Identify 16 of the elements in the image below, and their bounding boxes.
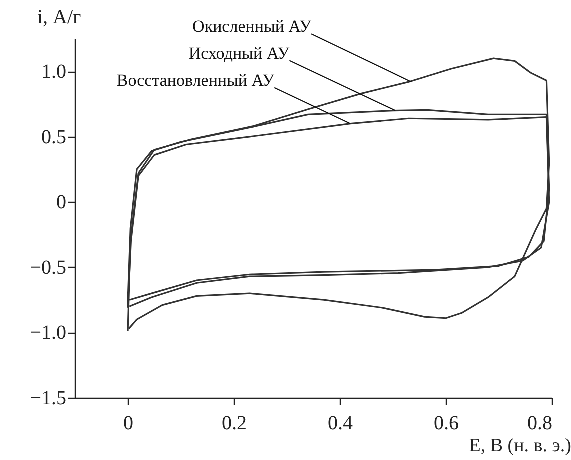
- x-axis-title: E, В (н. в. э.): [469, 436, 571, 456]
- y-tick-label: −0.5: [30, 256, 66, 279]
- annotation: Исходный АУ: [188, 44, 291, 63]
- y-tick-label: 0.5: [42, 126, 66, 148]
- y-tick-label: −1.0: [30, 322, 66, 344]
- x-tick-label: 0.8: [528, 412, 552, 434]
- x-tick-label: 0.4: [328, 412, 353, 434]
- x-tick-label: 0: [124, 412, 134, 434]
- annotation: Окисленный АУ: [192, 17, 313, 36]
- y-tick-label: 1.0: [42, 61, 66, 84]
- y-tick-label: −1.5: [30, 388, 66, 410]
- y-tick-label: 0: [56, 192, 66, 214]
- x-tick-label: 0.2: [222, 412, 247, 434]
- x-tick-label: 0.6: [434, 412, 459, 434]
- annotation: Восстановленный АУ: [116, 70, 276, 90]
- y-axis-title: i, А/г: [38, 6, 82, 28]
